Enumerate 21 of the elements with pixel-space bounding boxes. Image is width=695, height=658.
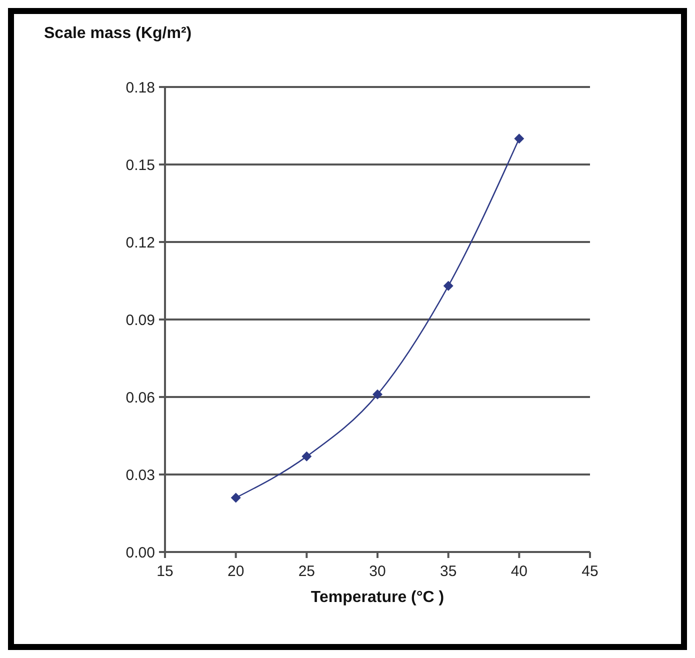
x-tick-label: 15	[156, 563, 174, 580]
x-tick-label: 45	[582, 563, 598, 580]
chart-title: Scale mass (Kg/m²)	[44, 25, 192, 42]
x-tick-label: 20	[227, 563, 244, 580]
x-axis-title: Temperature (°C )	[310, 589, 444, 606]
y-tick-label: 0.18	[126, 79, 155, 96]
point	[443, 280, 454, 291]
x-tick-label: 35	[440, 563, 457, 580]
point	[230, 492, 241, 503]
y-tick-label: 0.03	[126, 466, 155, 484]
x-tick-label: 40	[510, 563, 528, 580]
x-tick-label: 30	[369, 563, 386, 580]
y-tick-label: 0.06	[126, 389, 155, 406]
x-tick-label: 25	[298, 563, 316, 580]
point	[514, 134, 524, 144]
point	[372, 389, 382, 400]
y-tick-label: 0.00	[126, 544, 155, 562]
y-tick-label: 0.09	[126, 312, 155, 329]
point	[302, 451, 312, 462]
y-tick-label: 0.12	[126, 234, 155, 252]
y-tick-label: 0.15	[126, 156, 155, 174]
